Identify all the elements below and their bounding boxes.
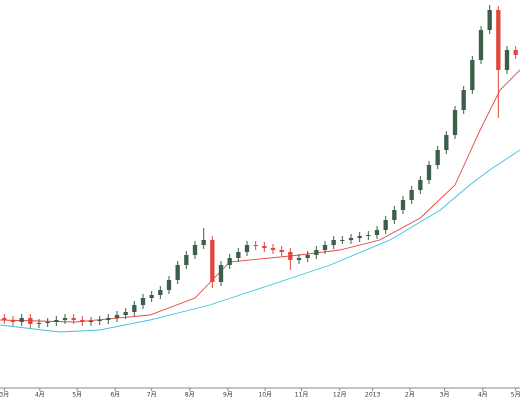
candle-body xyxy=(487,10,492,30)
candle-body xyxy=(184,255,189,265)
candle-body xyxy=(2,318,7,320)
candle-body xyxy=(54,320,59,322)
candle-body xyxy=(192,245,198,255)
candle-body xyxy=(314,250,319,255)
candle-body xyxy=(19,318,24,322)
x-tick-label: 9月 xyxy=(223,392,233,399)
candle-body xyxy=(36,323,42,324)
candle-body xyxy=(296,258,302,260)
candle-body xyxy=(322,245,328,250)
candle-body xyxy=(201,240,206,245)
candle-body xyxy=(132,305,137,312)
moving-average-line xyxy=(0,149,520,333)
candle-body xyxy=(392,210,397,220)
x-tick-label: 4月 xyxy=(35,392,45,399)
candle-body xyxy=(210,240,215,282)
candle-body xyxy=(400,200,406,210)
candle-body xyxy=(244,245,250,252)
candle-body xyxy=(478,30,484,60)
candle-body xyxy=(71,318,76,320)
candle-body xyxy=(253,245,258,246)
candle-body xyxy=(218,265,224,282)
candle-body xyxy=(10,320,16,322)
candle-body xyxy=(270,248,276,250)
candle-body xyxy=(45,322,50,323)
candle-body xyxy=(496,10,501,70)
candle-body xyxy=(513,50,518,55)
x-tick-label: 5月 xyxy=(72,392,82,399)
candle-body xyxy=(366,235,371,236)
x-tick-label: 12月 xyxy=(333,392,347,399)
candle-body xyxy=(409,190,414,200)
candle-body xyxy=(114,315,120,318)
candle-body xyxy=(227,258,232,265)
candle-body xyxy=(340,240,345,241)
candle-body xyxy=(461,90,466,110)
candle-body xyxy=(158,290,163,295)
x-tick-label: 10月 xyxy=(258,392,272,399)
candle-body xyxy=(149,295,154,298)
candle-body xyxy=(262,246,267,248)
candle-body xyxy=(452,110,458,135)
candle-body xyxy=(305,255,310,258)
candle-body xyxy=(288,252,293,260)
candle-body xyxy=(123,312,128,315)
candle-body xyxy=(236,252,241,258)
candle-body xyxy=(331,240,336,245)
candle-body xyxy=(140,298,146,305)
candle-body xyxy=(348,238,354,240)
x-tick-label: 3月 xyxy=(440,392,450,399)
x-tick-label: 2月 xyxy=(405,392,415,399)
candle-body xyxy=(62,318,68,320)
candle-body xyxy=(166,280,172,290)
x-tick-label: 7月 xyxy=(147,392,157,399)
candle-body xyxy=(80,320,85,322)
x-tick-label: 2013 xyxy=(365,392,380,399)
x-tick-label: 8月 xyxy=(185,392,195,399)
candle-body xyxy=(106,318,111,320)
candle-body xyxy=(175,265,180,280)
x-tick-label: 11月 xyxy=(295,392,309,399)
x-tick-label: 3月 xyxy=(0,392,9,399)
candle-body xyxy=(88,321,94,322)
x-tick-label: 6月 xyxy=(110,392,120,399)
candle-body xyxy=(97,320,102,321)
candle-body xyxy=(279,250,284,252)
candle-body xyxy=(444,135,449,150)
candle-body xyxy=(435,150,440,165)
candle-body xyxy=(418,180,423,190)
candle-body xyxy=(383,220,388,230)
candle-body xyxy=(28,318,33,324)
candle-body xyxy=(357,236,362,238)
candle-body xyxy=(504,50,510,70)
candle-body xyxy=(470,60,475,90)
x-tick-label: 5月 xyxy=(511,392,520,399)
moving-average-line xyxy=(0,69,520,323)
x-tick-label: 4月 xyxy=(478,392,488,399)
candle-body xyxy=(426,165,432,180)
candle-body xyxy=(374,230,380,235)
